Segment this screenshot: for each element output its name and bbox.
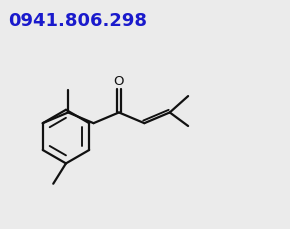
Text: 0941.806.298: 0941.806.298 bbox=[8, 12, 147, 30]
Text: O: O bbox=[114, 75, 124, 88]
